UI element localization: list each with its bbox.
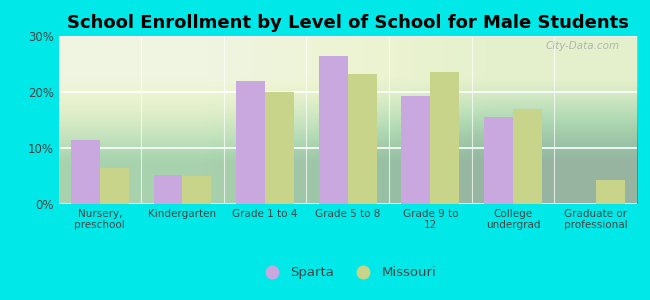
- Legend: Sparta, Missouri: Sparta, Missouri: [254, 261, 442, 285]
- Bar: [71, 140, 100, 204]
- Bar: [183, 176, 211, 204]
- Bar: [265, 92, 294, 204]
- Bar: [318, 56, 348, 204]
- Bar: [153, 175, 183, 204]
- Text: City-Data.com: City-Data.com: [545, 41, 619, 51]
- Bar: [348, 74, 377, 204]
- Bar: [100, 168, 129, 204]
- Bar: [236, 81, 265, 204]
- Bar: [484, 117, 513, 204]
- Title: School Enrollment by Level of School for Male Students: School Enrollment by Level of School for…: [67, 14, 629, 32]
- Bar: [513, 109, 542, 204]
- Bar: [430, 72, 460, 204]
- Bar: [402, 97, 430, 204]
- Bar: [595, 181, 625, 204]
